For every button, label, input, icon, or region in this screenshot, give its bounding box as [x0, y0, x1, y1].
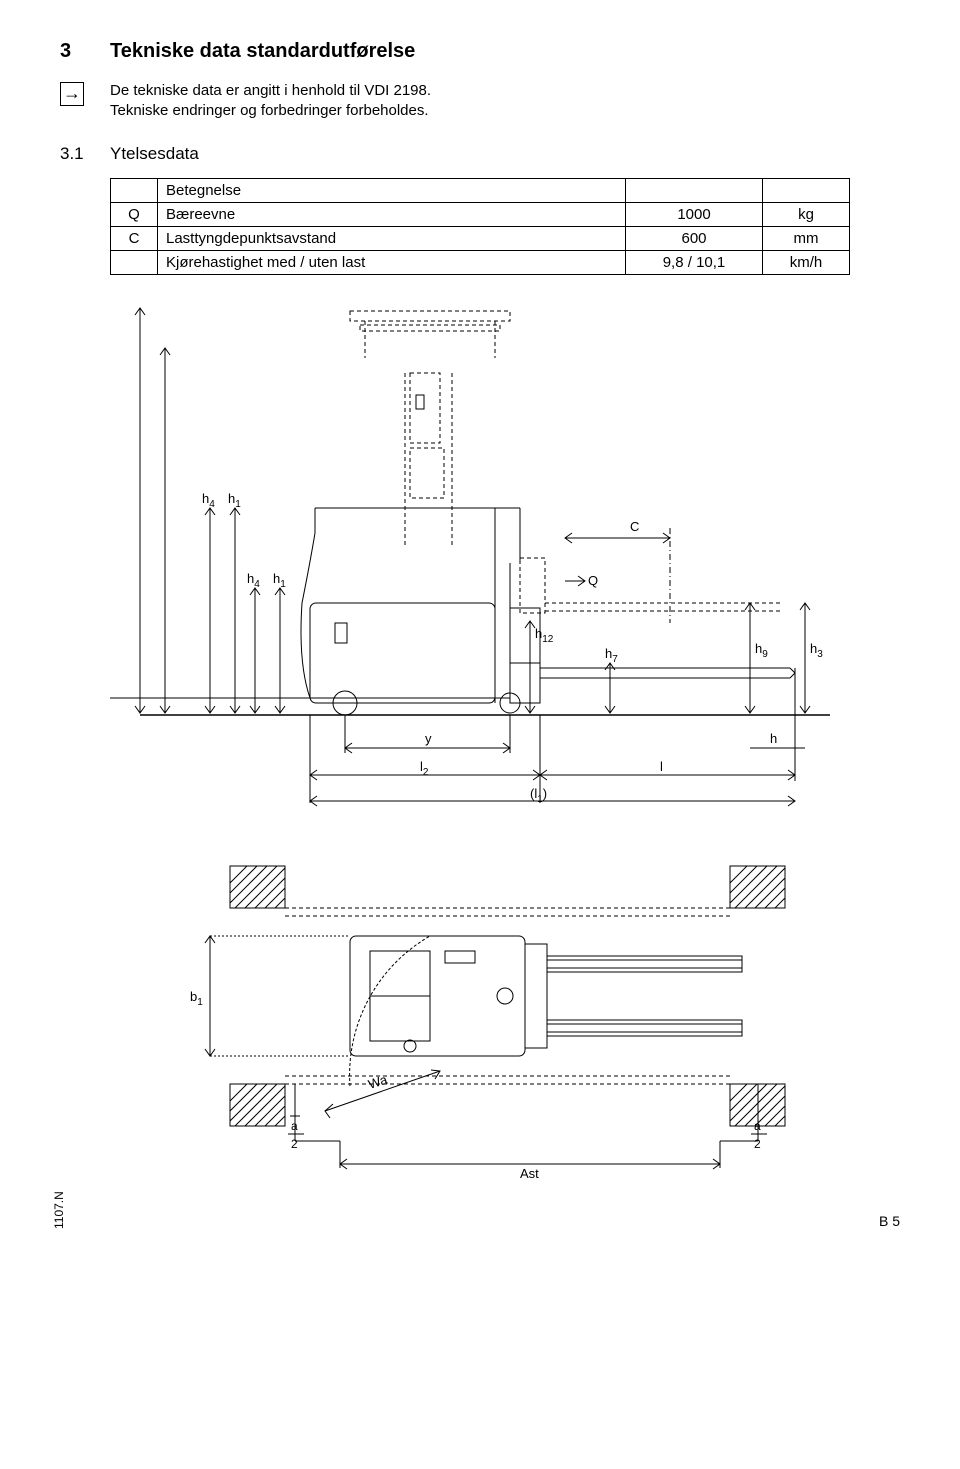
label-Q: Q [588, 573, 598, 588]
top-diagram: b1 Wa a 2 a 2 Ast [110, 856, 900, 1201]
table-header-cell: Betegnelse [158, 178, 626, 202]
svg-text:l: l [660, 759, 663, 774]
note-arrow-icon: → [60, 81, 110, 106]
subsection-number: 3.1 [60, 144, 110, 164]
table-cell: Q [111, 202, 158, 226]
table-cell: 9,8 / 10,1 [626, 250, 763, 274]
svg-text:Wa: Wa [366, 1071, 389, 1091]
table-cell [111, 250, 158, 274]
footer-left: 1107.N [52, 1191, 68, 1229]
table-cell: km/h [763, 250, 850, 274]
table-row: Betegnelse [111, 178, 850, 202]
table-row: Kjørehastighet med / uten last 9,8 / 10,… [111, 250, 850, 274]
svg-text:h4: h4 [202, 491, 215, 510]
table-cell: Kjørehastighet med / uten last [158, 250, 626, 274]
svg-text:h7: h7 [605, 646, 618, 665]
svg-text:2: 2 [291, 1137, 298, 1151]
table-cell: 600 [626, 226, 763, 250]
svg-text:Ast: Ast [520, 1166, 539, 1181]
svg-text:b1: b1 [190, 989, 203, 1008]
note-line2: Tekniske endringer og forbedringer forbe… [110, 102, 429, 119]
table-cell: Lasttyngdepunktsavstand [158, 226, 626, 250]
svg-text:a: a [291, 1119, 298, 1133]
svg-text:a: a [754, 1119, 761, 1133]
svg-text:(l1): (l1) [530, 786, 547, 805]
svg-text:y: y [425, 731, 432, 746]
svg-text:h1: h1 [228, 491, 241, 510]
page-footer: 1107.N B 5 [60, 1213, 900, 1229]
svg-text:h: h [770, 731, 777, 746]
note-text: De tekniske data er angitt i henhold til… [110, 81, 431, 122]
svg-text:h3: h3 [810, 641, 823, 660]
svg-text:h1: h1 [273, 571, 286, 590]
table-row: Q Bæreevne 1000 kg [111, 202, 850, 226]
footer-right: B 5 [879, 1213, 900, 1229]
subsection-title: Ytelsesdata [110, 144, 199, 164]
table-cell: Bæreevne [158, 202, 626, 226]
section-number: 3 [60, 40, 110, 63]
label-C: C [630, 519, 639, 534]
note-line1: De tekniske data er angitt i henhold til… [110, 82, 431, 99]
table-cell [763, 178, 850, 202]
note-row: → De tekniske data er angitt i henhold t… [60, 81, 900, 122]
svg-text:h9: h9 [755, 641, 768, 660]
table-cell [626, 178, 763, 202]
ytelsesdata-table: Betegnelse Q Bæreevne 1000 kg C Lasttyng… [110, 178, 850, 275]
table-cell: kg [763, 202, 850, 226]
table-cell: 1000 [626, 202, 763, 226]
table-cell: C [111, 226, 158, 250]
svg-text:h4: h4 [247, 571, 260, 590]
svg-text:2: 2 [754, 1137, 761, 1151]
side-diagram: C Q h4 h1 h4 h1 h12 h7 h9 h3 y h l2 l (l… [110, 303, 900, 828]
table-cell [111, 178, 158, 202]
svg-text:h12: h12 [535, 626, 554, 645]
section-header: 3 Tekniske data standardutførelse [60, 40, 900, 63]
subsection-header: 3.1 Ytelsesdata [60, 144, 900, 164]
table-cell: mm [763, 226, 850, 250]
table-row: C Lasttyngdepunktsavstand 600 mm [111, 226, 850, 250]
section-title: Tekniske data standardutførelse [110, 40, 415, 63]
